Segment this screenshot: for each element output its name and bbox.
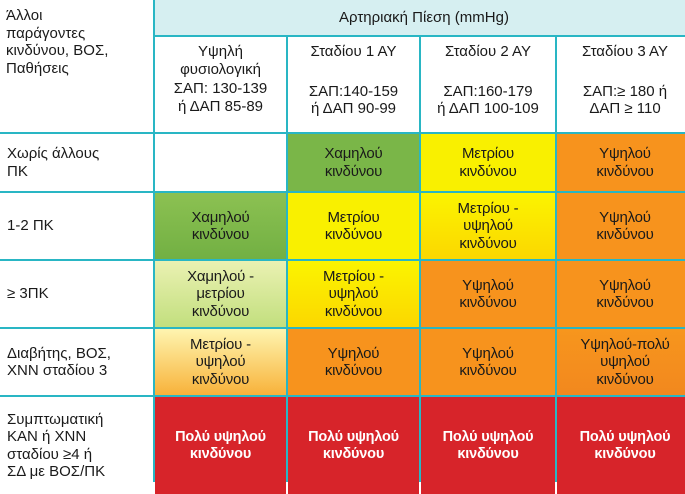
risk-cell: Πολύ υψηλού κινδύνου	[155, 397, 286, 494]
risk-cell: Μετρίου κινδύνου	[288, 193, 419, 259]
stage-thresholds: ΣΑΠ:≥ 180 ή ΔΑΠ ≥ 110	[582, 82, 668, 118]
risk-cell: Υψηλού κινδύνου	[557, 193, 685, 259]
risk-cell	[155, 134, 286, 191]
risk-cell: Μετρίου - υψηλού κινδύνου	[155, 329, 286, 395]
risk-cell: Υψηλού κινδύνου	[288, 329, 419, 395]
risk-cell: Υψηλού κινδύνου	[421, 329, 555, 395]
risk-cell: Υψηλού κινδύνου	[557, 134, 685, 191]
stage-name: Σταδίου 2 ΑΥ	[445, 43, 531, 60]
risk-cell: Πολύ υψηλού κινδύνου	[288, 397, 419, 494]
stage-thresholds: ΣΑΠ:160-179 ή ΔΑΠ 100-109	[437, 82, 539, 118]
risk-cell: Χαμηλού κινδύνου	[288, 134, 419, 191]
risk-cell: Χαμηλού - μετρίου κινδύνου	[155, 261, 286, 327]
stage-name: Σταδίου 1 ΑΥ	[310, 43, 397, 60]
row-label-1-2-risk-factors: 1-2 ΠΚ	[0, 193, 153, 259]
risk-cell: Υψηλού κινδύνου	[557, 261, 685, 327]
risk-cell: Υψηλού κινδύνου	[421, 261, 555, 327]
risk-cell: Πολύ υψηλού κινδύνου	[557, 397, 685, 494]
corner-header: Άλλοι παράγοντες κινδύνου, ΒΟΣ, Παθήσεις	[0, 0, 153, 132]
row-label-symptomatic: Συμπτωματική ΚΑΝ ή ΧΝΝ σταδίου ≥4 ή ΣΔ μ…	[0, 397, 153, 494]
blood-pressure-header: Αρτηριακή Πίεση (mmHg)	[155, 0, 685, 35]
stage-header-stage-3: Σταδίου 3 ΑΥ ΣΑΠ:≥ 180 ή ΔΑΠ ≥ 110	[557, 37, 685, 132]
stage-header-stage-1: Σταδίου 1 ΑΥ ΣΑΠ:140-159 ή ΔΑΠ 90-99	[288, 37, 419, 132]
stage-name: Σταδίου 3 ΑΥ	[582, 43, 668, 60]
stage-thresholds: ΣΑΠ: 130-139 ή ΔΑΠ 85-89	[173, 80, 268, 115]
risk-cell: Υψηλού-πολύ υψηλού κινδύνου	[557, 329, 685, 395]
stage-header-stage-2: Σταδίου 2 ΑΥ ΣΑΠ:160-179 ή ΔΑΠ 100-109	[421, 37, 555, 132]
risk-cell: Μετρίου - υψηλού κινδύνου	[421, 193, 555, 259]
risk-cell: Μετρίου κινδύνου	[421, 134, 555, 191]
row-label-3-plus-risk-factors: ≥ 3ΠΚ	[0, 261, 153, 327]
risk-cell: Χαμηλού κινδύνου	[155, 193, 286, 259]
stage-header-high-normal: Υψηλή φυσιολογική ΣΑΠ: 130-139 ή ΔΑΠ 85-…	[155, 37, 286, 132]
stage-thresholds: ΣΑΠ:140-159 ή ΔΑΠ 90-99	[308, 82, 399, 118]
row-label-diabetes: Διαβήτης, ΒΟΣ, ΧΝΝ σταδίου 3	[0, 329, 153, 395]
risk-cell: Πολύ υψηλού κινδύνου	[421, 397, 555, 494]
row-label-no-risk-factors: Χωρίς άλλους ΠΚ	[0, 134, 153, 191]
stage-name: Υψηλή φυσιολογική	[180, 43, 261, 78]
risk-cell: Μετρίου - υψηλού κινδύνου	[288, 261, 419, 327]
